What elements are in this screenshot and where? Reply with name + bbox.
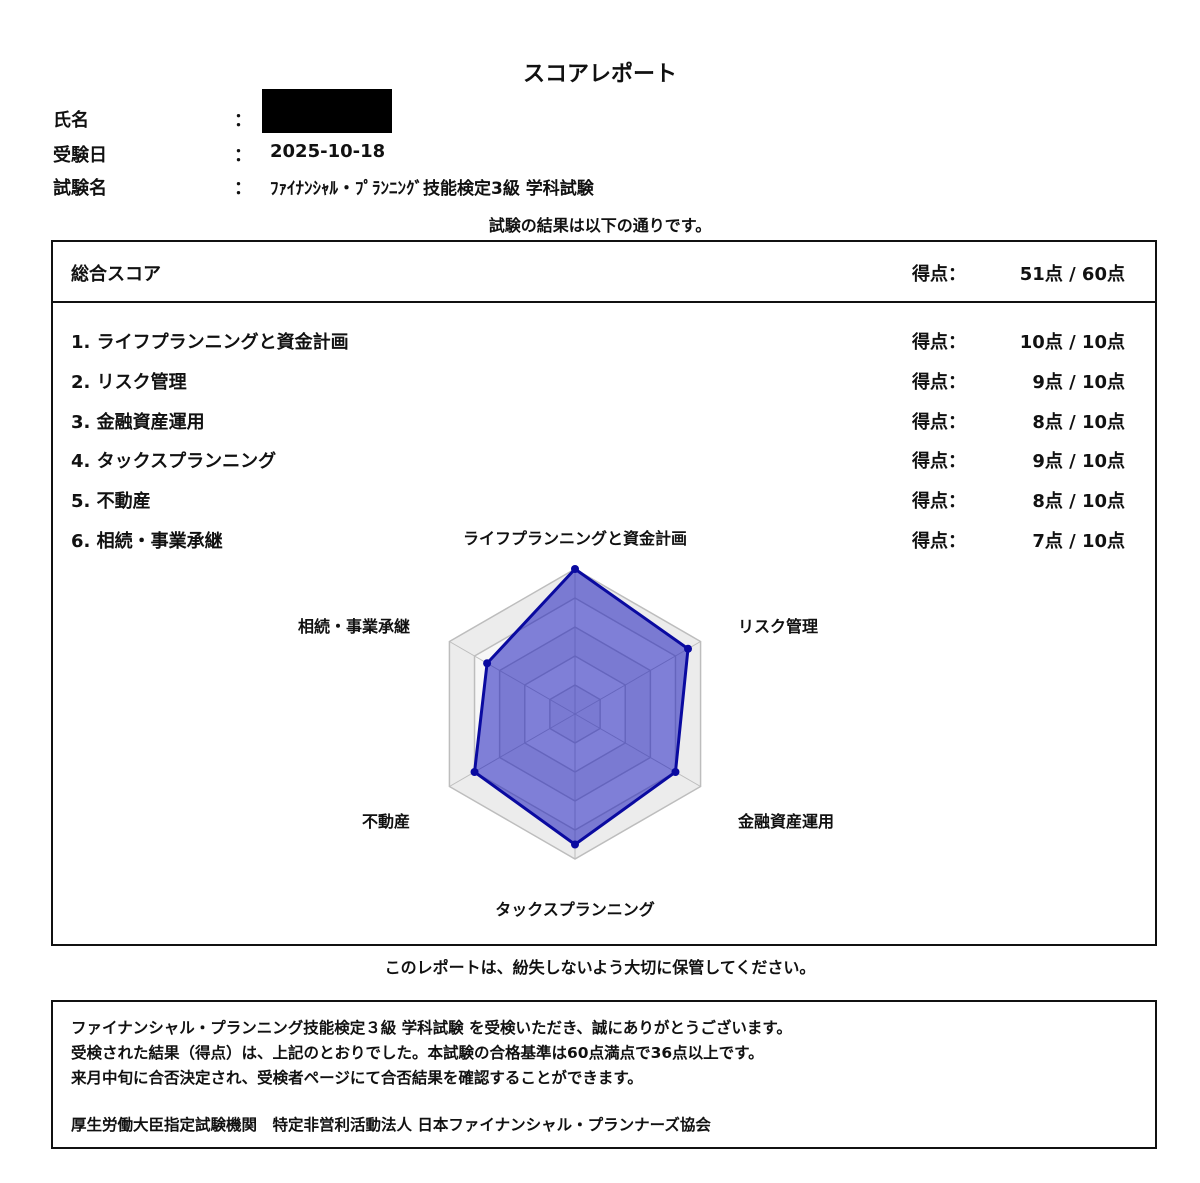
redacted-name [262,89,392,133]
radar-axis-label: タックスプランニング [495,900,655,919]
section-score: 9点 / 10点 [1032,451,1125,472]
radar-axis-label: リスク管理 [738,617,818,636]
name-colon: ： [234,110,252,131]
section-score: 8点 / 10点 [1032,412,1125,433]
section-points-label: 得点： [912,372,966,393]
result-intro: 試験の結果は以下の通りです。 [488,216,712,235]
footer-line: ファイナンシャル・プランニング技能検定３級 学科試験 を受検いただき、誠にありが… [71,1019,792,1037]
exam-name-label: 試験名 [53,178,107,199]
radar-axis-label: ライフプランニングと資金計画 [463,529,687,548]
section-points-label: 得点： [912,491,966,512]
radar-data-point [571,840,579,849]
section-label: 3. 金融資産運用 [71,412,205,433]
section-label: 2. リスク管理 [71,372,187,393]
section-label: 6. 相続・事業承継 [71,531,223,552]
section-points-label: 得点： [912,531,966,552]
total-score-row: 総合スコア 得点： 51点 / 60点 [53,242,1155,303]
section-label: 5. 不動産 [71,491,151,512]
exam-name-colon: ： [234,178,252,199]
total-score-points-label: 得点： [912,264,966,285]
footer-line: 来月中旬に合否決定され、受検者ページにて合否結果を確認することができます。 [71,1069,643,1087]
section-label: 4. タックスプランニング [71,451,277,472]
total-score-value: 51点 / 60点 [1019,264,1125,285]
page-title: スコアレポート [522,62,677,87]
section-points-label: 得点： [912,412,966,433]
section-score: 7点 / 10点 [1032,531,1125,552]
radar-data-point [684,644,693,653]
footer-box: ファイナンシャル・プランニング技能検定３級 学科試験 を受検いただき、誠にありが… [51,1000,1157,1149]
radar-axis-label: 相続・事業承継 [298,617,410,636]
exam-name-value: ﾌｧｲﾅﾝｼｬﾙ・ﾌﾟﾗﾝﾆﾝｸﾞ技能検定3級 学科試験 [270,179,594,199]
footer-org: 厚生労働大臣指定試験機関 特定非営利活動法人 日本ファイナンシャル・プランナーズ… [71,1116,711,1134]
section-points-label: 得点： [912,451,966,472]
radar-axis-label: 不動産 [362,812,410,831]
footer-line: 受検された結果（得点）は、上記のとおりでした。本試験の合格基準は60点満点で36… [71,1044,764,1062]
section-points-label: 得点： [912,332,966,353]
section-score: 8点 / 10点 [1032,491,1125,512]
total-score-label: 総合スコア [71,264,161,285]
section-score: 9点 / 10点 [1032,372,1125,393]
exam-date-colon: ： [234,145,252,166]
section-score: 10点 / 10点 [1019,332,1125,353]
exam-date-value: 2025-10-18 [270,141,386,162]
name-label: 氏名 [53,110,89,131]
keep-note: このレポートは、紛失しないよう大切に保管してください。 [384,958,816,977]
score-box: 総合スコア 得点： 51点 / 60点 ライフプランニングと資金計画リスク管理金… [51,240,1157,946]
exam-date-label: 受験日 [53,145,107,166]
radar-data-point [483,659,492,668]
section-label: 1. ライフプランニングと資金計画 [71,332,349,353]
radar-data-point [571,565,579,573]
radar-data-point [671,768,680,776]
radar-axis-label: 金融資産運用 [737,812,834,831]
radar-data-point [470,768,479,776]
